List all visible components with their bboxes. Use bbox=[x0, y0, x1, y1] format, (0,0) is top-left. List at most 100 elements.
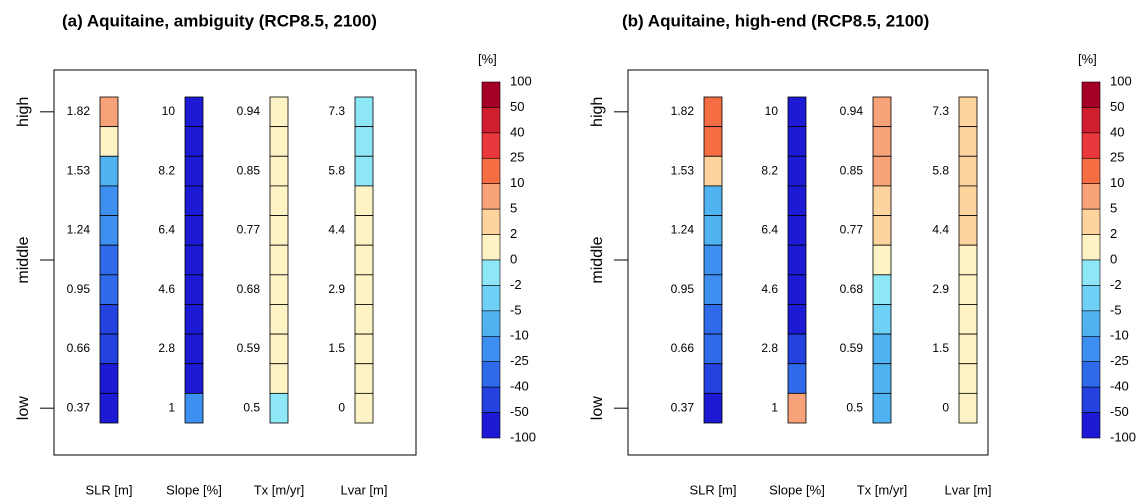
colorbar-box bbox=[481, 234, 501, 261]
cell bbox=[958, 392, 978, 424]
level-label: 0.5 bbox=[846, 400, 863, 414]
level-label: 0.94 bbox=[237, 104, 261, 118]
cell bbox=[99, 126, 119, 157]
cell bbox=[269, 392, 289, 424]
cell bbox=[269, 363, 289, 394]
cell bbox=[787, 126, 807, 157]
level-label: 2.9 bbox=[932, 282, 949, 296]
colorbar-box bbox=[1081, 208, 1101, 235]
y-tick-label: high bbox=[15, 97, 32, 127]
colorbar-box bbox=[481, 310, 501, 337]
cell bbox=[958, 333, 978, 365]
cell bbox=[787, 274, 807, 305]
colorbar-box bbox=[481, 386, 501, 413]
column-label: Slope [%] bbox=[166, 482, 222, 497]
cell bbox=[354, 274, 374, 305]
level-label: 1.5 bbox=[328, 341, 345, 355]
cell bbox=[958, 185, 978, 216]
cell bbox=[269, 185, 289, 216]
y-tick-label: low bbox=[589, 396, 606, 420]
y-tick-label: low bbox=[15, 396, 32, 420]
colorbar-box bbox=[481, 412, 501, 439]
colorbar-box bbox=[1081, 259, 1101, 286]
level-label: 0.77 bbox=[237, 223, 261, 237]
cell bbox=[354, 333, 374, 365]
colorbar-box bbox=[1081, 183, 1101, 210]
cell bbox=[184, 304, 204, 335]
cell bbox=[354, 215, 374, 246]
panel-title: (b) Aquitaine, high-end (RCP8.5, 2100) bbox=[622, 11, 929, 30]
cell bbox=[958, 363, 978, 394]
colorbar-box bbox=[481, 335, 501, 363]
level-label: 5.8 bbox=[328, 163, 345, 177]
colorbar-title: [%] bbox=[478, 51, 497, 66]
cell bbox=[184, 363, 204, 394]
colorbar-label: -100 bbox=[1110, 429, 1136, 444]
cell bbox=[703, 333, 723, 365]
cell bbox=[872, 155, 892, 187]
colorbar-title: [%] bbox=[1078, 51, 1097, 66]
colorbar-box bbox=[1081, 132, 1101, 159]
cell bbox=[99, 215, 119, 246]
cell bbox=[269, 333, 289, 365]
colorbar-box bbox=[1081, 107, 1101, 134]
colorbar-label: 50 bbox=[510, 99, 524, 114]
cell bbox=[703, 155, 723, 187]
level-label: 4.4 bbox=[328, 223, 345, 237]
cell bbox=[703, 215, 723, 246]
colorbar-box bbox=[481, 107, 501, 134]
level-label: 0.68 bbox=[840, 282, 864, 296]
colorbar-label: 50 bbox=[1110, 99, 1124, 114]
colorbar-label: -10 bbox=[510, 328, 529, 343]
colorbar-label: -5 bbox=[510, 302, 522, 317]
cell bbox=[787, 363, 807, 394]
colorbar-box bbox=[1081, 285, 1101, 312]
cell bbox=[184, 274, 204, 305]
level-label: 2.9 bbox=[328, 282, 345, 296]
level-label: 7.3 bbox=[328, 104, 345, 118]
column-label: Lvar [m] bbox=[341, 482, 388, 497]
colorbar-label: 25 bbox=[510, 150, 524, 165]
level-label: 6.4 bbox=[158, 223, 175, 237]
cell bbox=[269, 96, 289, 128]
colorbar-label: 2 bbox=[1110, 226, 1117, 241]
cell bbox=[184, 155, 204, 187]
cell bbox=[872, 333, 892, 365]
level-label: 2.8 bbox=[158, 341, 175, 355]
colorbar-box bbox=[1081, 361, 1101, 388]
level-label: 0.5 bbox=[243, 400, 260, 414]
panel-title: (a) Aquitaine, ambiguity (RCP8.5, 2100) bbox=[62, 11, 377, 30]
cell bbox=[99, 274, 119, 305]
colorbar-label: -50 bbox=[1110, 404, 1129, 419]
colorbar-box bbox=[481, 285, 501, 312]
column-label: Lvar [m] bbox=[945, 482, 992, 497]
level-label: 4.6 bbox=[761, 282, 778, 296]
cell bbox=[703, 126, 723, 157]
cell bbox=[99, 304, 119, 335]
y-tick-label: middle bbox=[589, 236, 606, 283]
colorbar-label: -25 bbox=[1110, 353, 1129, 368]
cell bbox=[787, 96, 807, 128]
colorbar-label: -25 bbox=[510, 353, 529, 368]
level-label: 1.5 bbox=[932, 341, 949, 355]
cell bbox=[872, 363, 892, 394]
colorbar-box bbox=[481, 81, 501, 108]
colorbar-label: 40 bbox=[1110, 124, 1124, 139]
colorbar-box bbox=[481, 361, 501, 388]
level-label: 5.8 bbox=[932, 163, 949, 177]
column-label: SLR [m] bbox=[690, 482, 737, 497]
cell bbox=[269, 304, 289, 335]
cell bbox=[872, 185, 892, 216]
colorbar-box bbox=[1081, 234, 1101, 261]
cell bbox=[354, 304, 374, 335]
colorbar-label: 40 bbox=[510, 124, 524, 139]
level-label: 1 bbox=[168, 400, 175, 414]
level-label: 0.66 bbox=[67, 341, 91, 355]
cell bbox=[787, 392, 807, 424]
level-label: 0 bbox=[942, 400, 949, 414]
level-label: 0.95 bbox=[671, 282, 695, 296]
colorbar-label: 100 bbox=[1110, 73, 1132, 88]
colorbar-label: -40 bbox=[1110, 379, 1129, 394]
colorbar-label: -50 bbox=[510, 404, 529, 419]
